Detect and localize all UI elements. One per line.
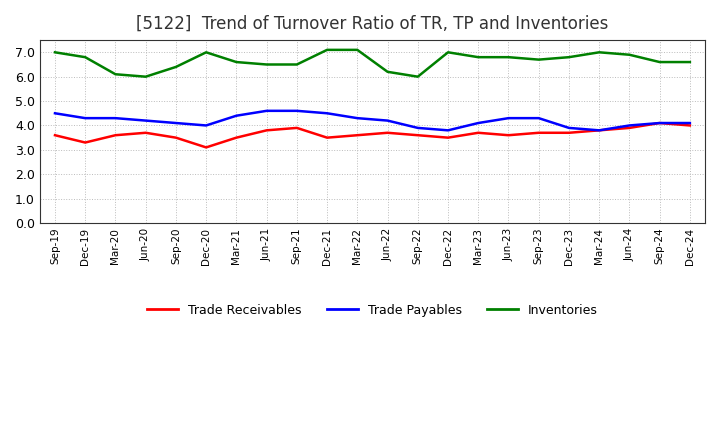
Legend: Trade Receivables, Trade Payables, Inventories: Trade Receivables, Trade Payables, Inven… — [142, 299, 603, 322]
Title: [5122]  Trend of Turnover Ratio of TR, TP and Inventories: [5122] Trend of Turnover Ratio of TR, TP… — [136, 15, 608, 33]
